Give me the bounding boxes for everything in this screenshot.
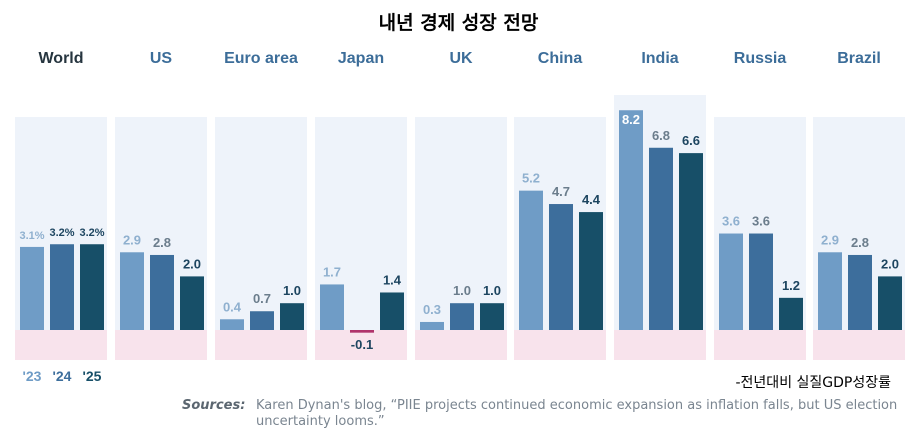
data-label-6-0: 8.2 [622, 112, 640, 127]
bar-4-1 [450, 303, 474, 330]
data-label-4-1: 1.0 [453, 283, 471, 298]
category-label-8: Brazil [837, 50, 881, 67]
bar-3-0 [320, 284, 344, 330]
bar-8-0 [818, 252, 842, 330]
category-label-0: World [38, 50, 83, 67]
data-label-2-1: 0.7 [253, 291, 271, 306]
bar-8-2 [878, 276, 902, 330]
panel-bg-4 [415, 117, 507, 330]
bar-0-1 [50, 244, 74, 330]
data-label-3-0: 1.7 [323, 264, 341, 279]
bar-8-1 [848, 254, 872, 330]
data-label-8-1: 2.8 [851, 235, 869, 250]
negative-band-3 [315, 330, 407, 360]
chart-title: 내년 경제 성장 전망 [378, 12, 539, 34]
category-label-4: UK [449, 50, 473, 67]
data-label-6-1: 6.8 [652, 128, 670, 143]
negative-band-5 [514, 330, 606, 360]
negative-band-4 [415, 330, 507, 360]
negative-band-7 [714, 330, 806, 360]
negative-band-0 [15, 330, 107, 360]
legend-year-1: '24 [53, 368, 72, 384]
bar-1-2 [180, 276, 204, 330]
data-label-1-2: 2.0 [183, 256, 201, 271]
bar-1-0 [120, 252, 144, 330]
bar-0-0 [20, 246, 44, 330]
bar-6-0 [619, 110, 643, 331]
legend-year-0: '23 [23, 368, 42, 384]
bar-4-0 [420, 321, 444, 330]
bar-7-2 [779, 297, 803, 330]
sources-text: Karen Dynan's blog, “PIIE projects conti… [256, 398, 898, 429]
bar-2-2 [280, 303, 304, 330]
bar-4-2 [480, 303, 504, 330]
bar-6-2 [679, 153, 703, 330]
data-label-0-0: 3.1% [19, 230, 44, 242]
bar-0-2 [80, 244, 104, 330]
bar-6-1 [649, 147, 673, 330]
data-label-7-2: 1.2 [782, 278, 800, 293]
data-label-6-2: 6.6 [682, 133, 700, 148]
data-label-3-2: 1.4 [383, 272, 402, 287]
category-label-3: Japan [338, 50, 384, 67]
category-label-5: China [538, 50, 583, 67]
data-label-7-1: 3.6 [752, 214, 770, 229]
bar-5-2 [579, 212, 603, 330]
category-label-1: US [150, 50, 173, 67]
data-label-2-0: 0.4 [223, 299, 242, 314]
bar-5-1 [549, 204, 573, 330]
negative-band-8 [813, 330, 905, 360]
negative-band-6 [614, 330, 706, 360]
negative-band-2 [215, 330, 307, 360]
data-label-3-1: -0.1 [351, 337, 373, 352]
category-label-6: India [641, 50, 678, 67]
panel-bg-2 [215, 117, 307, 330]
data-label-5-2: 4.4 [582, 192, 601, 207]
data-label-5-0: 5.2 [522, 171, 540, 186]
bar-1-1 [150, 254, 174, 330]
bar-2-1 [250, 311, 274, 330]
chart-note: -전년대비 실질GDP성장률 [735, 375, 892, 391]
legend-year-2: '25 [83, 368, 102, 384]
data-label-8-0: 2.9 [821, 232, 839, 247]
data-label-2-2: 1.0 [283, 283, 301, 298]
sources-label: Sources: [182, 398, 246, 413]
bar-7-0 [719, 233, 743, 330]
data-label-7-0: 3.6 [722, 214, 740, 229]
data-label-1-1: 2.8 [153, 235, 171, 250]
data-label-0-1: 3.2% [49, 227, 74, 239]
bar-7-1 [749, 233, 773, 330]
bar-3-1 [350, 330, 374, 333]
data-label-4-2: 1.0 [483, 283, 501, 298]
data-label-1-0: 2.9 [123, 232, 141, 247]
bar-3-2 [380, 292, 404, 330]
data-label-8-2: 2.0 [881, 256, 899, 271]
negative-band-1 [115, 330, 207, 360]
data-label-4-0: 0.3 [423, 302, 441, 317]
bar-5-0 [519, 190, 543, 330]
bar-2-0 [220, 319, 244, 330]
data-label-5-1: 4.7 [552, 184, 570, 199]
category-label-2: Euro area [224, 50, 298, 67]
data-label-0-2: 3.2% [79, 227, 104, 239]
category-label-7: Russia [734, 50, 787, 67]
